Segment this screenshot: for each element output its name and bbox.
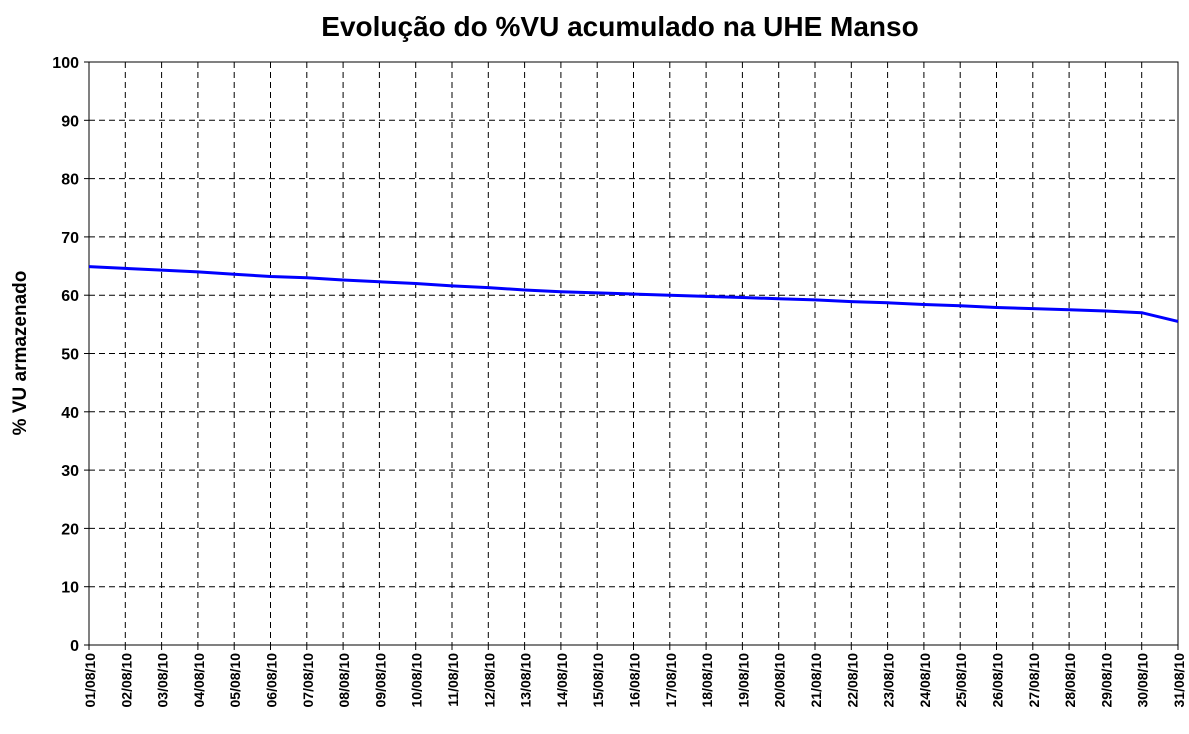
x-tick-label: 05/08/10 — [227, 653, 243, 708]
y-tick-label: 80 — [61, 172, 79, 189]
x-tick-label: 18/08/10 — [699, 653, 715, 708]
y-tick-label: 10 — [61, 580, 79, 597]
x-tick-label: 16/08/10 — [627, 653, 643, 708]
x-tick-label: 06/08/10 — [264, 653, 280, 708]
x-tick-label: 29/08/10 — [1098, 653, 1114, 708]
y-tick-label: 90 — [61, 113, 79, 130]
x-tick-label: 31/08/10 — [1171, 653, 1187, 708]
x-tick-label: 21/08/10 — [808, 653, 824, 708]
x-tick-label: 15/08/10 — [590, 653, 606, 708]
x-tick-label: 14/08/10 — [554, 653, 570, 708]
y-tick-label: 20 — [61, 521, 79, 538]
x-tick-label: 26/08/10 — [990, 653, 1006, 708]
x-tick-label: 07/08/10 — [300, 653, 316, 708]
plot-frame — [88, 61, 1179, 646]
x-tick-label: 03/08/10 — [155, 653, 171, 708]
x-tick-label: 12/08/10 — [481, 653, 497, 708]
x-tick-label: 22/08/10 — [844, 653, 860, 708]
x-tick-label: 28/08/10 — [1062, 653, 1078, 708]
x-tick-label: 30/08/10 — [1135, 653, 1151, 708]
x-tick-label: 17/08/10 — [663, 653, 679, 708]
x-tick-label: 02/08/10 — [118, 653, 134, 708]
x-tick-label: 01/08/10 — [82, 653, 98, 708]
x-tick-label: 04/08/10 — [191, 653, 207, 708]
x-tick-label: 08/08/10 — [336, 653, 352, 708]
x-tick-label: 25/08/10 — [953, 653, 969, 708]
x-tick-label: 11/08/10 — [445, 653, 461, 707]
y-tick-label: 60 — [61, 288, 79, 305]
y-tick-label: 50 — [61, 347, 79, 364]
y-tick-label: 70 — [61, 230, 79, 247]
x-tick-label: 27/08/10 — [1026, 653, 1042, 708]
x-tick-label: 24/08/10 — [917, 653, 933, 708]
y-axis-label: % VU armazenado — [10, 271, 31, 436]
x-tick-label: 09/08/10 — [372, 653, 388, 708]
y-tick-label: 30 — [61, 463, 79, 480]
x-tick-label: 23/08/10 — [881, 653, 897, 708]
data-line — [88, 265, 1179, 323]
x-tick-label: 19/08/10 — [735, 653, 751, 708]
y-tick-label: 0 — [70, 638, 79, 655]
y-tick-label: 40 — [61, 405, 79, 422]
chart-title: Evolução do %VU acumulado na UHE Manso — [321, 11, 918, 42]
y-tick-label: 100 — [52, 55, 79, 72]
x-tick-label: 13/08/10 — [518, 653, 534, 708]
x-tick-label: 20/08/10 — [772, 653, 788, 708]
x-tick-label: 10/08/10 — [409, 653, 425, 708]
